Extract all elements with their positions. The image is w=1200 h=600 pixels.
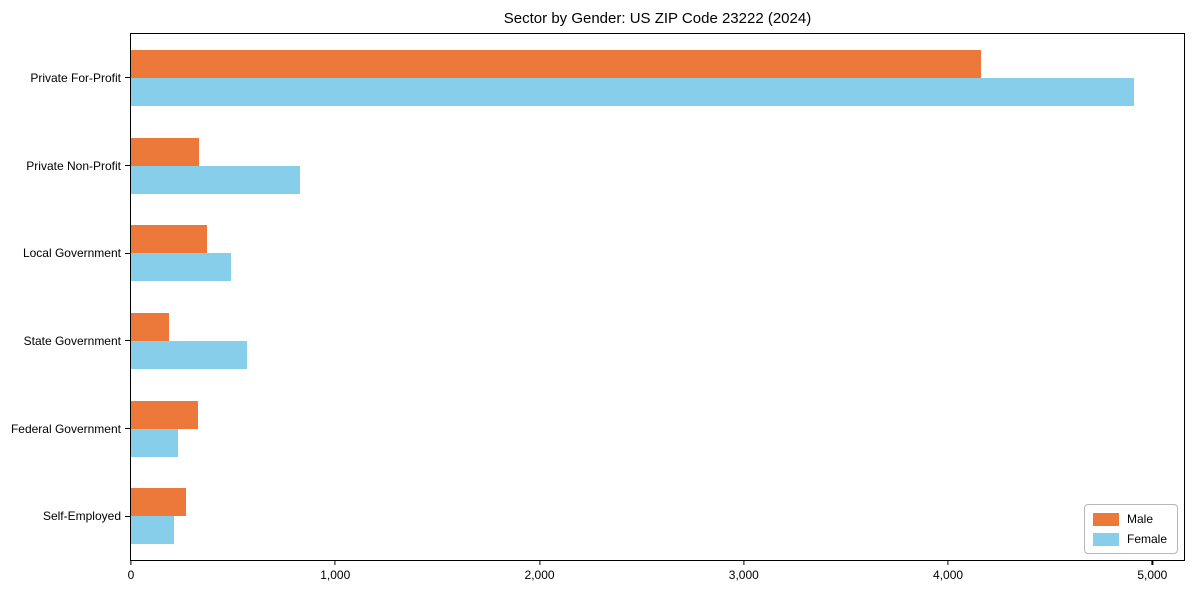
x-tick-mark xyxy=(1151,560,1153,565)
bar-female-0 xyxy=(131,77,1134,106)
y-tick-label: Private Non-Profit xyxy=(26,158,121,173)
x-tick-mark xyxy=(334,560,336,565)
x-tick-mark xyxy=(130,560,132,565)
x-tick-label: 1,000 xyxy=(320,568,351,582)
x-tick-mark xyxy=(947,560,949,565)
y-tick-label: Local Government xyxy=(22,246,121,261)
bar-male-3 xyxy=(131,312,169,341)
y-tick-mark xyxy=(125,252,130,254)
legend-entry-female: Female xyxy=(1092,532,1167,546)
x-tick-label: 5,000 xyxy=(1137,568,1168,582)
bar-male-4 xyxy=(131,400,199,429)
chart-title: Sector by Gender: US ZIP Code 23222 (202… xyxy=(503,10,812,27)
y-tick-label: State Government xyxy=(23,333,121,348)
legend-swatch-male xyxy=(1092,512,1119,526)
legend-label-female: Female xyxy=(1126,532,1167,546)
y-tick-mark xyxy=(125,164,130,167)
y-tick-mark xyxy=(125,340,130,342)
x-tick-label: 4,000 xyxy=(933,568,964,582)
legend: Male Female xyxy=(1083,504,1178,554)
bar-female-2 xyxy=(131,253,232,282)
y-tick-label: Federal Government xyxy=(10,421,121,436)
bar-female-1 xyxy=(131,165,300,194)
y-tick-label: Self-Employed xyxy=(42,509,121,524)
bar-male-0 xyxy=(131,49,981,78)
bar-female-4 xyxy=(131,428,178,457)
x-tick-label: 2,000 xyxy=(524,568,555,582)
y-tick-label: Private For-Profit xyxy=(30,70,121,85)
bar-female-5 xyxy=(131,516,174,545)
bar-male-5 xyxy=(131,488,187,517)
x-tick-mark xyxy=(743,560,745,565)
bar-male-2 xyxy=(131,225,207,254)
x-tick-mark xyxy=(538,560,541,565)
legend-swatch-female xyxy=(1092,532,1119,546)
bar-male-1 xyxy=(131,137,200,166)
y-tick-mark xyxy=(125,77,130,79)
x-tick-label: 0 xyxy=(127,568,135,582)
legend-entry-male: Male xyxy=(1092,512,1167,526)
plot-area: Male Female Private For-Profit Private Non… xyxy=(11,33,1185,582)
y-tick-mark xyxy=(125,427,130,430)
legend-label-male: Male xyxy=(1126,512,1153,526)
x-tick-label: 3,000 xyxy=(728,568,759,582)
y-tick-mark xyxy=(125,515,130,517)
bar-female-3 xyxy=(131,340,248,369)
